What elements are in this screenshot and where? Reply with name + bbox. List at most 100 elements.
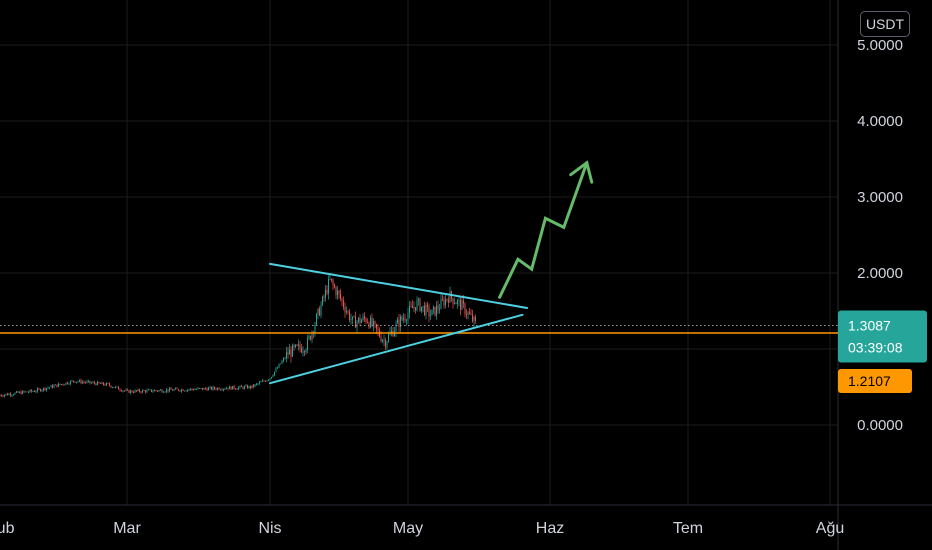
candle-body bbox=[268, 379, 269, 381]
candle-body bbox=[251, 385, 253, 388]
candle-body bbox=[133, 392, 134, 393]
candle-body bbox=[331, 278, 332, 281]
candle-body bbox=[295, 344, 296, 348]
candle-body bbox=[25, 391, 26, 393]
candle-body bbox=[278, 364, 280, 368]
candle-body bbox=[308, 335, 310, 339]
candle-body bbox=[209, 386, 211, 388]
x-tick-label: Nis bbox=[258, 520, 281, 537]
candle-body bbox=[341, 298, 343, 301]
candle-body bbox=[406, 320, 407, 322]
candle-body bbox=[44, 387, 46, 391]
candle-body bbox=[439, 308, 440, 310]
candle-body bbox=[85, 382, 86, 383]
candle-body bbox=[190, 388, 191, 390]
candle-body bbox=[173, 389, 175, 391]
candle-body bbox=[254, 384, 256, 387]
candle-body bbox=[260, 381, 262, 383]
candle-body bbox=[274, 371, 275, 376]
candle-body bbox=[449, 291, 451, 303]
candle-body bbox=[338, 290, 340, 294]
candle-body bbox=[0, 395, 1, 397]
candle-body bbox=[112, 387, 113, 389]
candle-body bbox=[167, 389, 169, 392]
candle-body bbox=[335, 287, 337, 296]
candle-body bbox=[326, 289, 328, 294]
candle-body bbox=[350, 319, 352, 321]
candle-body bbox=[284, 357, 286, 359]
candle-body bbox=[217, 387, 218, 390]
candle-body bbox=[425, 304, 427, 315]
x-axis[interactable]: Şub Mar Nis May Haz Tem Ağu bbox=[0, 520, 844, 537]
candle-body bbox=[401, 316, 403, 320]
projection-arrow bbox=[498, 161, 589, 299]
candle-body bbox=[257, 383, 259, 385]
candle-body bbox=[466, 314, 467, 316]
candle-body bbox=[428, 307, 430, 317]
candle-body bbox=[151, 389, 152, 392]
candle-body bbox=[53, 385, 55, 388]
candle-body bbox=[43, 387, 44, 391]
current-price-badge bbox=[838, 310, 927, 363]
countdown-label: 03:39:08 bbox=[848, 340, 903, 356]
candle-body bbox=[22, 391, 23, 395]
candle-body bbox=[122, 390, 124, 392]
candle-body bbox=[317, 308, 319, 314]
candle-body bbox=[275, 368, 277, 372]
candle-body bbox=[49, 387, 50, 389]
candle-body bbox=[323, 296, 325, 298]
candle-body bbox=[472, 314, 473, 322]
candle-body bbox=[7, 393, 8, 396]
candle-body bbox=[19, 391, 20, 393]
candle-body bbox=[98, 381, 100, 384]
candle-body bbox=[224, 388, 226, 390]
candle-body bbox=[316, 313, 317, 325]
candle-body bbox=[337, 290, 338, 296]
candle-body bbox=[172, 389, 173, 391]
candle-body bbox=[196, 389, 197, 390]
candle-body bbox=[56, 384, 58, 387]
candle-body bbox=[227, 388, 229, 390]
candle-body bbox=[332, 280, 334, 285]
candle-body bbox=[281, 361, 283, 364]
candle-body bbox=[4, 394, 5, 397]
candle-body bbox=[454, 303, 455, 305]
currency-badge[interactable]: USDT bbox=[860, 11, 910, 37]
candle-body bbox=[31, 389, 32, 392]
candle-body bbox=[13, 394, 14, 396]
candle-body bbox=[239, 385, 241, 388]
candle-body bbox=[34, 391, 35, 393]
triangle-lower-trendline bbox=[269, 313, 524, 385]
candle-body bbox=[286, 352, 287, 358]
candle-body bbox=[467, 312, 469, 315]
candle-body bbox=[383, 339, 385, 341]
candle-body bbox=[409, 306, 410, 314]
candle-body bbox=[86, 381, 88, 383]
candle-body bbox=[347, 311, 349, 313]
candle-body bbox=[247, 385, 248, 389]
candle-body bbox=[235, 388, 236, 390]
x-tick-label: Ağu bbox=[816, 520, 844, 537]
candle-body bbox=[343, 300, 344, 307]
x-tick-label: May bbox=[393, 520, 423, 537]
x-tick-label: Tem bbox=[673, 520, 703, 537]
candle-body bbox=[475, 316, 476, 321]
candle-body bbox=[194, 389, 196, 391]
candle-body bbox=[32, 391, 34, 393]
candle-body bbox=[328, 279, 329, 294]
candle-body bbox=[443, 299, 445, 306]
candle-body bbox=[193, 389, 194, 391]
candle-body bbox=[421, 306, 422, 311]
candle-body bbox=[119, 389, 121, 391]
candle-body bbox=[124, 390, 125, 392]
candle-body bbox=[358, 317, 359, 322]
candle-body bbox=[158, 390, 160, 392]
candle-body bbox=[280, 363, 281, 365]
x-tick-label: Şub bbox=[0, 520, 15, 537]
candle-body bbox=[73, 380, 74, 382]
candle-body bbox=[229, 386, 230, 390]
candle-body bbox=[113, 387, 115, 389]
